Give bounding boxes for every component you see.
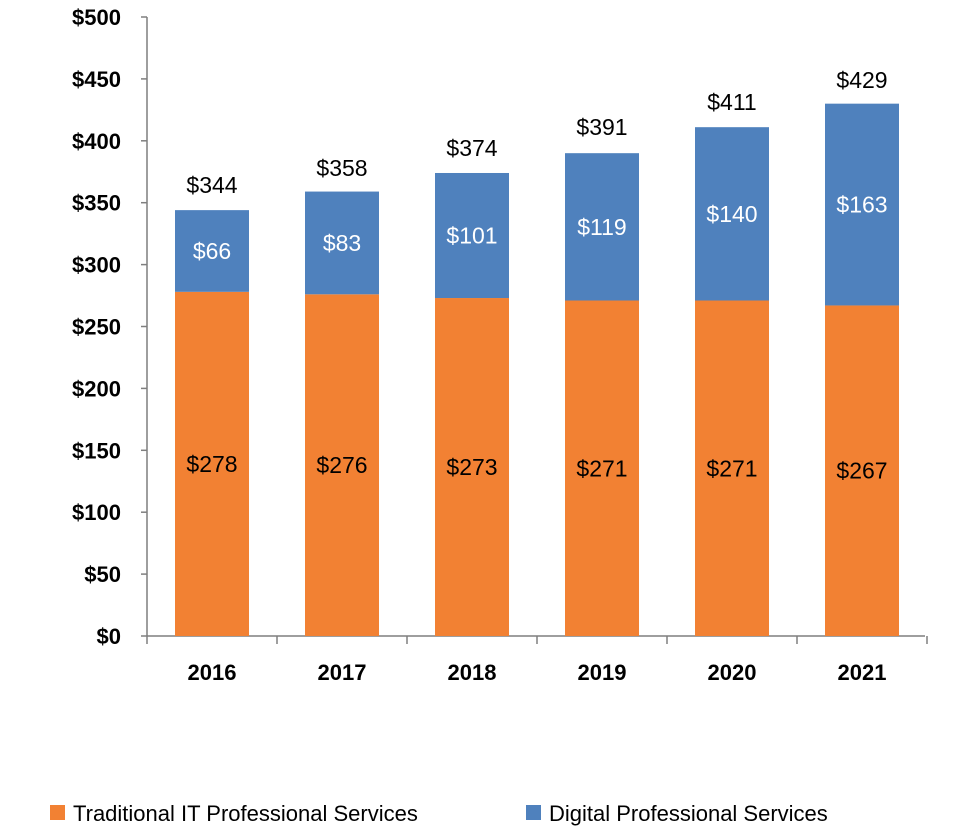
y-tick-label: $500 <box>72 5 121 30</box>
y-tick-label: $350 <box>72 191 121 216</box>
y-tick-label: $450 <box>72 67 121 92</box>
bar-digital <box>305 191 379 295</box>
bars <box>175 103 899 636</box>
total-label: $374 <box>446 135 497 161</box>
bar-digital <box>175 210 249 292</box>
data-label-digital: $163 <box>836 192 887 218</box>
x-tick-label: 2016 <box>188 660 237 685</box>
data-label-traditional: $273 <box>446 454 497 480</box>
y-tick-label: $250 <box>72 315 121 340</box>
legend-label: Traditional IT Professional Services <box>73 801 418 826</box>
bar-traditional <box>565 300 639 636</box>
bar-traditional <box>695 300 769 636</box>
legend-label: Digital Professional Services <box>549 801 828 826</box>
x-axis: 2016 2017 2018 2019 2020 2021 <box>146 635 928 685</box>
y-tick-label: $300 <box>72 253 121 278</box>
y-tick-label: $150 <box>72 438 121 463</box>
bar-traditional <box>305 294 379 636</box>
bar-digital <box>435 172 509 299</box>
data-label-digital: $140 <box>706 201 757 227</box>
legend-swatch <box>526 805 541 820</box>
data-label-traditional: $276 <box>316 452 367 478</box>
data-label-digital: $66 <box>193 238 231 264</box>
bar-traditional <box>825 305 899 636</box>
x-tick-label: 2018 <box>448 660 497 685</box>
data-labels: $278 $66 $344 $276 $83 $358 $273 $101 $374 $271 $1… <box>186 67 887 484</box>
data-label-digital: $83 <box>323 230 361 256</box>
data-label-traditional: $271 <box>576 455 627 481</box>
bar-digital <box>695 127 769 301</box>
legend: Traditional IT Professional Services Digi… <box>50 801 828 826</box>
data-label-digital: $101 <box>446 223 497 249</box>
total-label: $429 <box>836 67 887 93</box>
y-axis: $0 $50 $100 $150 $200 $250 $300 $350 $400 $450 $50… <box>72 5 148 649</box>
total-label: $358 <box>316 155 367 181</box>
x-tick-label: 2021 <box>838 660 887 685</box>
y-tick-label: $100 <box>72 500 121 525</box>
bar-digital <box>825 103 899 306</box>
bar-traditional <box>435 298 509 636</box>
bar-digital <box>565 153 639 301</box>
data-label-traditional: $271 <box>706 455 757 481</box>
y-tick-label: $400 <box>72 129 121 154</box>
bar-traditional <box>175 291 249 636</box>
legend-swatch <box>50 805 65 820</box>
data-label-digital: $119 <box>577 214 626 240</box>
x-tick-label: 2020 <box>708 660 757 685</box>
y-tick-label: $0 <box>97 624 121 649</box>
x-tick-label: 2017 <box>318 660 367 685</box>
total-label: $391 <box>576 114 627 140</box>
x-tick-label: 2019 <box>578 660 627 685</box>
y-tick-label: $50 <box>84 562 121 587</box>
total-label: $344 <box>186 172 237 198</box>
data-label-traditional: $267 <box>836 458 887 484</box>
y-tick-label: $200 <box>72 376 121 401</box>
data-label-traditional: $278 <box>186 451 237 477</box>
total-label: $411 <box>707 89 756 115</box>
